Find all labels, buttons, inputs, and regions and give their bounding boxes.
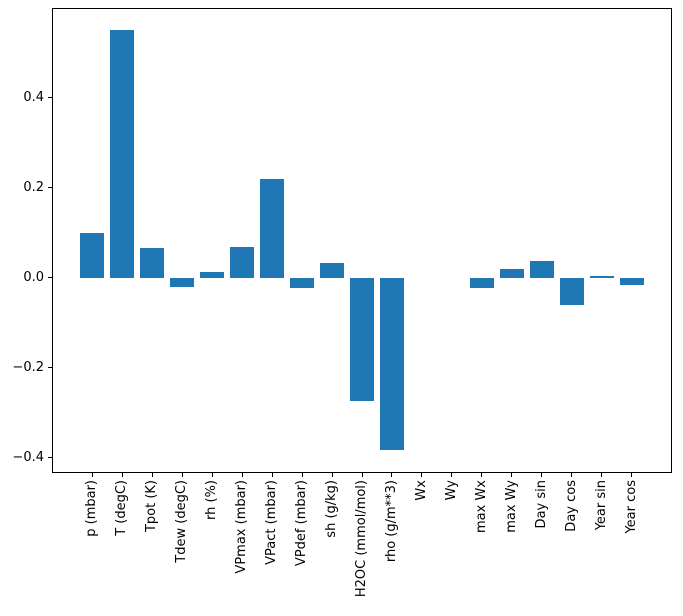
y-tick-mark xyxy=(48,187,52,189)
bar xyxy=(260,178,285,278)
x-axis-tick-label: sh (g/kg) xyxy=(324,480,340,538)
bar xyxy=(529,261,554,278)
bar xyxy=(619,277,644,285)
bar xyxy=(110,30,135,278)
x-axis-tick-label: Wx xyxy=(413,480,429,501)
bar xyxy=(559,277,584,305)
bar xyxy=(469,277,494,288)
x-axis-tick-label: Tdew (degC) xyxy=(174,480,190,563)
x-tick-mark xyxy=(391,473,393,477)
bar xyxy=(290,277,315,289)
bar xyxy=(499,269,524,278)
x-axis-tick-label: Day sin xyxy=(533,480,549,529)
x-tick-mark xyxy=(151,473,153,477)
y-axis-tick-label: 0.2 xyxy=(23,179,44,195)
bar xyxy=(320,262,344,278)
bar xyxy=(200,271,225,278)
plot-area: 0.4 0.2 0.0 −0.2 −0.4 p (mbar) T (degC) Tpot (K… xyxy=(12,8,672,597)
x-tick-mark xyxy=(481,473,483,477)
y-axis-tick-label: −0.4 xyxy=(12,449,44,465)
x-tick-mark xyxy=(301,473,303,477)
x-tick-mark xyxy=(451,473,453,477)
bar xyxy=(230,246,255,278)
x-tick-mark xyxy=(601,473,603,477)
x-axis-tick-label: Day cos xyxy=(563,480,579,532)
bar xyxy=(589,276,614,278)
x-tick-mark xyxy=(631,473,633,477)
x-tick-mark xyxy=(241,473,243,477)
y-axis-tick-label: 0.4 xyxy=(23,89,44,105)
x-axis-tick-label: H2OC (mmol/mol) xyxy=(354,480,369,598)
bar xyxy=(170,277,195,288)
y-axis-tick-label: 0.0 xyxy=(23,269,44,285)
bar xyxy=(140,248,165,278)
x-tick-mark xyxy=(331,473,333,477)
x-axis-tick-label: Year sin xyxy=(593,480,609,531)
x-axis-tick-label: VPact (mbar) xyxy=(264,480,280,565)
bar xyxy=(80,232,105,278)
x-axis-tick-label: rho (g/m**3) xyxy=(383,480,399,563)
x-tick-mark xyxy=(91,473,93,477)
x-tick-mark xyxy=(421,473,423,477)
bar xyxy=(379,277,404,451)
y-axis-tick-label: −0.2 xyxy=(12,359,44,375)
y-tick-mark xyxy=(48,457,52,459)
bar xyxy=(350,277,374,402)
x-axis-tick-label: max Wx xyxy=(473,480,489,534)
x-axis-tick-label: T (degC) xyxy=(114,480,130,536)
x-axis-tick-label: VPmax (mbar) xyxy=(234,480,250,574)
x-axis-tick-label: Year cos xyxy=(623,480,639,534)
x-tick-mark xyxy=(181,473,183,477)
x-axis-tick-label: rh (%) xyxy=(204,480,220,520)
x-axis-tick-label: Tpot (K) xyxy=(144,480,160,533)
x-tick-mark xyxy=(511,473,513,477)
y-tick-mark xyxy=(48,277,52,279)
x-axis-tick-label: p (mbar) xyxy=(84,480,100,537)
x-axis-tick-label: VPdef (mbar) xyxy=(294,480,310,567)
x-tick-mark xyxy=(121,473,123,477)
y-tick-mark xyxy=(48,97,52,99)
x-tick-mark xyxy=(361,473,363,477)
x-tick-mark xyxy=(271,473,273,477)
x-axis-tick-label: max Wy xyxy=(503,480,519,533)
x-tick-mark xyxy=(571,473,573,477)
x-axis-tick-label: Wy xyxy=(443,480,459,501)
y-tick-mark xyxy=(48,367,52,369)
x-tick-mark xyxy=(541,473,543,477)
x-tick-mark xyxy=(211,473,213,477)
